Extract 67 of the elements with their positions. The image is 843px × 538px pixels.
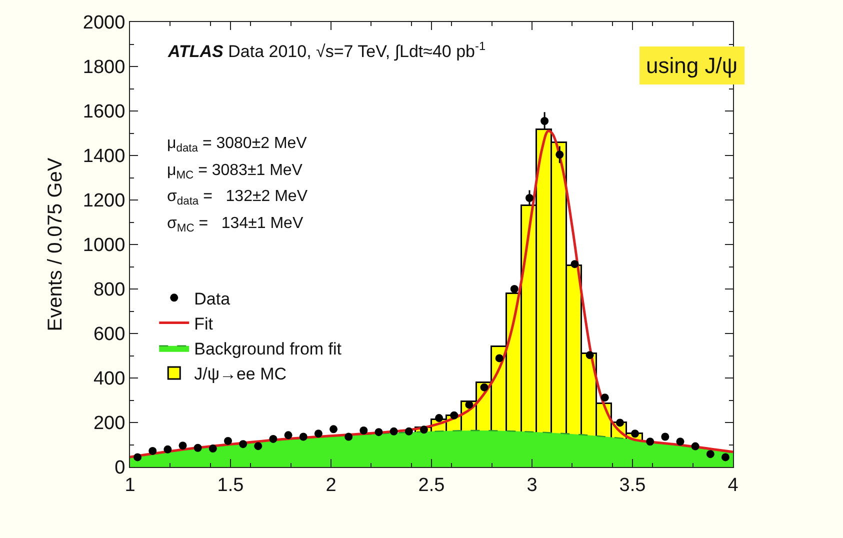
point: [661, 432, 670, 441]
point: [374, 428, 383, 436]
point: [570, 260, 579, 268]
annotation: ATLAS Data 2010, √s=7 TeV, ∫Ldt≈40 pb$^{-1}$: [167, 39, 486, 62]
point: [525, 194, 534, 202]
y-tick-label: 1400: [82, 146, 126, 168]
point: [600, 394, 609, 402]
point: [299, 432, 308, 441]
point: [269, 434, 278, 443]
y-tick-label: 1800: [82, 57, 126, 78]
y-tick-label: 400: [93, 368, 126, 390]
point: [164, 445, 172, 454]
point: [676, 438, 684, 446]
y-tick-label: 0: [114, 458, 126, 479]
point: [691, 442, 700, 450]
x-tick-label: 1: [124, 474, 136, 496]
legend-label: Fit: [194, 314, 214, 334]
x-tick-label: 2: [326, 474, 336, 496]
point: [344, 432, 353, 441]
point: [134, 453, 142, 462]
y-tick-label: 600: [93, 324, 126, 346]
point: [510, 285, 518, 293]
line-series: [130, 130, 733, 458]
point: [194, 444, 202, 452]
annotation: μ$_{MC}$ = 3083±1 MeV: [167, 162, 303, 182]
point: [254, 442, 262, 450]
point: [586, 351, 594, 360]
point: [178, 442, 187, 450]
legend-label: Background from fit: [194, 339, 342, 358]
x-tick-label: 2.5: [418, 474, 445, 496]
point: [224, 436, 232, 445]
point: [435, 414, 444, 422]
y-tick-label: 2000: [82, 12, 126, 34]
legend-label: J/ψ→ee MC: [194, 364, 287, 384]
point: [330, 425, 338, 434]
y-tick-label: 1000: [82, 235, 126, 256]
annotation: using J/ψ: [646, 53, 738, 78]
point: [148, 446, 157, 455]
point: [540, 117, 549, 126]
y-tick-label: 200: [93, 413, 126, 434]
x-tick-label: 3.5: [619, 474, 646, 496]
annotation: σ$_{MC}$ = 134±1 MeV: [167, 215, 304, 234]
x-tick-label: 3: [526, 474, 538, 496]
y-tick-label: 1600: [82, 102, 126, 123]
x-tick-label: 4: [728, 474, 739, 496]
point: [284, 431, 292, 440]
point: [646, 438, 654, 446]
point: [390, 427, 398, 436]
point: [495, 354, 504, 362]
point: [721, 453, 730, 462]
annotation: σ$_{data}$ = 132±2 MeV: [167, 188, 308, 208]
y-axis-title: Events / 0.075 GeV: [44, 157, 66, 332]
legend-label: Data: [194, 289, 231, 308]
point: [706, 450, 714, 458]
y-tick-label: 800: [93, 280, 126, 301]
point: [239, 440, 248, 448]
point: [314, 430, 322, 438]
point: [616, 418, 624, 427]
point: [450, 411, 458, 420]
y-tick-label: 1200: [82, 190, 126, 212]
point: [480, 383, 488, 392]
point: [360, 426, 368, 435]
point: [208, 444, 217, 453]
point: [556, 150, 564, 159]
annotation: μ$_{data}$ = 3080±2 MeV: [167, 135, 308, 154]
point: [404, 427, 413, 436]
x-tick-label: 1.5: [217, 474, 244, 496]
